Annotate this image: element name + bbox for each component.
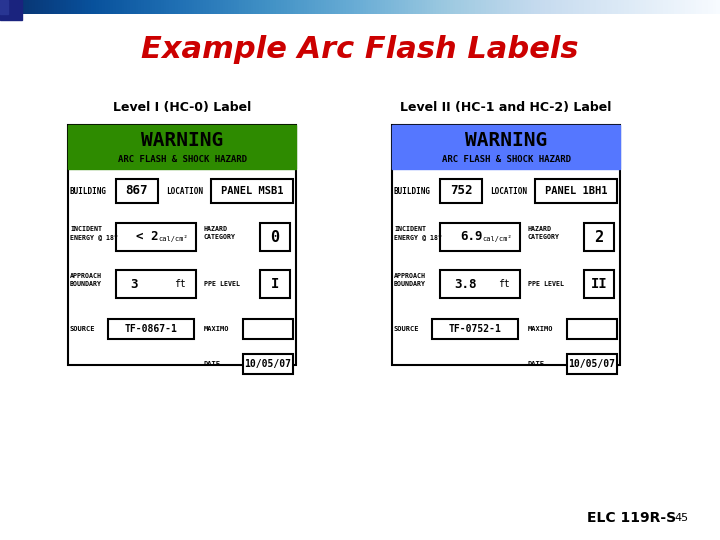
Text: HAZARD
CATEGORY: HAZARD CATEGORY — [528, 226, 560, 240]
Text: cal/cm²: cal/cm² — [482, 235, 512, 242]
Bar — [108, 319, 194, 339]
Bar — [260, 223, 290, 251]
Text: ARC FLASH & SHOCK HAZARD: ARC FLASH & SHOCK HAZARD — [441, 155, 570, 164]
Text: PPE LEVEL: PPE LEVEL — [204, 281, 240, 287]
Text: SOURCE: SOURCE — [70, 326, 96, 332]
Text: 0: 0 — [271, 230, 279, 245]
Text: APPROACH
BOUNDARY: APPROACH BOUNDARY — [394, 273, 426, 287]
Bar — [243, 354, 293, 374]
Text: PANEL 1BH1: PANEL 1BH1 — [545, 186, 607, 196]
Text: Level II (HC-1 and HC-2) Label: Level II (HC-1 and HC-2) Label — [400, 100, 612, 113]
Bar — [116, 270, 196, 298]
Text: SOURCE: SOURCE — [394, 326, 420, 332]
Bar — [116, 223, 196, 251]
Bar — [535, 179, 617, 203]
Text: Level I (HC-0) Label: Level I (HC-0) Label — [113, 100, 251, 113]
Bar — [68, 125, 296, 169]
Bar — [432, 319, 518, 339]
Text: TF-0867-1: TF-0867-1 — [125, 324, 177, 334]
Text: ft: ft — [498, 279, 510, 289]
Bar — [567, 354, 617, 374]
Text: 6.9: 6.9 — [460, 231, 482, 244]
Text: INCIDENT
ENERGY @ 18": INCIDENT ENERGY @ 18" — [394, 226, 442, 240]
Text: 3: 3 — [130, 278, 138, 291]
Bar — [440, 179, 482, 203]
Bar — [0, 0, 8, 14]
Text: ft: ft — [174, 279, 186, 289]
Text: II: II — [590, 277, 608, 291]
Text: HAZARD
CATEGORY: HAZARD CATEGORY — [204, 226, 236, 240]
Text: ELC 119R-S: ELC 119R-S — [587, 511, 676, 525]
Text: LOCATION: LOCATION — [490, 186, 527, 195]
Bar — [392, 125, 620, 169]
Bar — [440, 223, 520, 251]
Text: APPROACH
BOUNDARY: APPROACH BOUNDARY — [70, 273, 102, 287]
Bar — [584, 223, 614, 251]
Text: cal/cm²: cal/cm² — [158, 235, 188, 242]
Bar — [567, 319, 617, 339]
Text: ARC FLASH & SHOCK HAZARD: ARC FLASH & SHOCK HAZARD — [117, 155, 246, 164]
Text: MAXIMO: MAXIMO — [528, 326, 554, 332]
Text: WARNING: WARNING — [465, 131, 547, 150]
Text: TF-0752-1: TF-0752-1 — [449, 324, 501, 334]
Text: WARNING: WARNING — [141, 131, 223, 150]
Text: 3.8: 3.8 — [454, 278, 477, 291]
Bar — [211, 179, 293, 203]
Text: PPE LEVEL: PPE LEVEL — [528, 281, 564, 287]
Text: 10/05/07: 10/05/07 — [245, 359, 292, 369]
Text: DATE: DATE — [528, 361, 545, 367]
Text: BUILDING: BUILDING — [70, 186, 107, 195]
Bar — [584, 270, 614, 298]
Bar — [392, 125, 620, 365]
Text: LOCATION: LOCATION — [166, 186, 203, 195]
Text: 2: 2 — [595, 230, 603, 245]
Bar — [440, 270, 520, 298]
Text: DATE: DATE — [204, 361, 221, 367]
Text: MAXIMO: MAXIMO — [204, 326, 230, 332]
Bar — [116, 179, 158, 203]
Text: INCIDENT
ENERGY @ 18": INCIDENT ENERGY @ 18" — [70, 226, 118, 240]
Bar — [260, 270, 290, 298]
Text: < 2: < 2 — [136, 231, 158, 244]
Text: 45: 45 — [674, 513, 688, 523]
Bar — [0, 0, 22, 20]
Bar — [243, 319, 293, 339]
Text: Example Arc Flash Labels: Example Arc Flash Labels — [141, 36, 579, 64]
Text: I: I — [271, 277, 279, 291]
Text: 752: 752 — [450, 185, 472, 198]
Text: BUILDING: BUILDING — [394, 186, 431, 195]
Text: 867: 867 — [126, 185, 148, 198]
Text: 10/05/07: 10/05/07 — [569, 359, 616, 369]
Bar — [68, 125, 296, 365]
Text: PANEL MSB1: PANEL MSB1 — [221, 186, 283, 196]
